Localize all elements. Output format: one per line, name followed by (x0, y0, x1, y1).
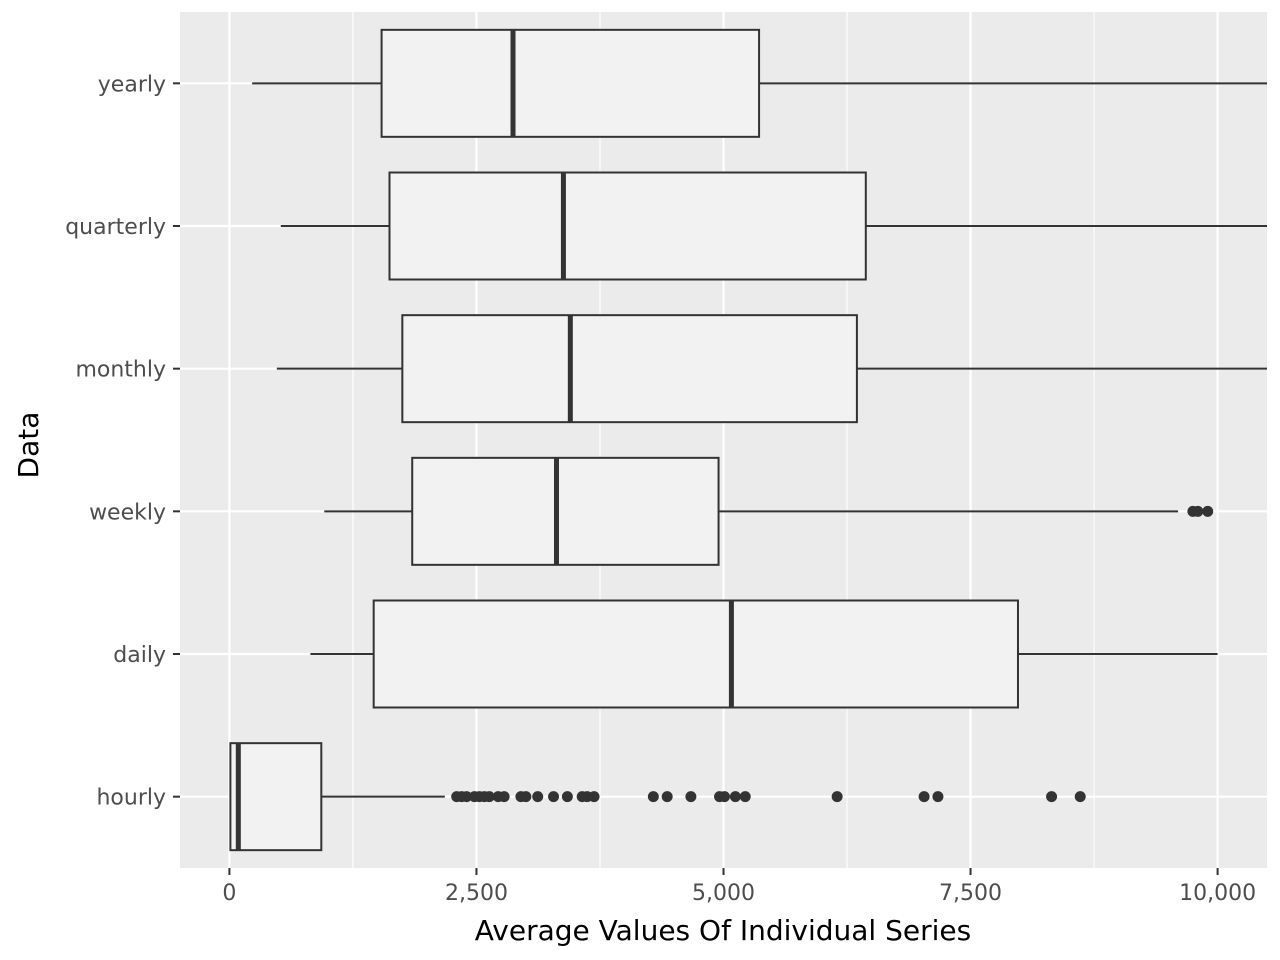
outlier-point (532, 791, 544, 803)
outlier-point (548, 791, 560, 803)
outlier-point (1074, 791, 1086, 803)
axes: yearly quarterly monthly weekly daily hourly 0… (65, 72, 1256, 906)
box-daily (310, 599, 1218, 709)
outlier-point (461, 791, 473, 803)
outlier-point (483, 791, 495, 803)
outlier-point (1046, 791, 1058, 803)
iqr-box-weekly (411, 456, 720, 566)
x-axis-title: Average Values Of Individual Series (475, 914, 971, 947)
outlier-point (498, 791, 510, 803)
x-tick-label: 5,000 (692, 881, 755, 906)
outlier-point (520, 791, 532, 803)
y-tick-label-daily: daily (113, 643, 166, 668)
iqr-box-yearly (380, 28, 761, 138)
outlier-point (932, 791, 944, 803)
outlier-point (729, 791, 741, 803)
outlier-point (647, 791, 659, 803)
x-tick-label: 0 (222, 881, 236, 906)
outlier-point (685, 791, 697, 803)
outlier-point (661, 791, 673, 803)
outlier-point (561, 791, 573, 803)
box-monthly (276, 314, 1267, 424)
y-axis-title: Data (12, 412, 45, 479)
iqr-box-hourly (229, 742, 323, 852)
y-tick-label-monthly: monthly (75, 358, 166, 383)
outlier-point (918, 791, 930, 803)
y-tick-label-hourly: hourly (96, 786, 166, 811)
outlier-point (718, 791, 730, 803)
iqr-box-quarterly (388, 171, 867, 281)
x-tick-label: 10,000 (1179, 881, 1256, 906)
outlier-point (831, 791, 843, 803)
outlier-point (739, 791, 751, 803)
iqr-box-monthly (401, 314, 858, 424)
x-tick-label: 7,500 (939, 881, 1002, 906)
box-yearly (252, 28, 1267, 138)
iqr-box-daily (372, 599, 1019, 709)
box-series (229, 28, 1267, 852)
box-quarterly (280, 171, 1267, 281)
y-tick-label-yearly: yearly (98, 72, 166, 97)
outlier-point (1192, 505, 1204, 517)
y-tick-label-weekly: weekly (89, 500, 166, 525)
x-tick-label: 2,500 (445, 881, 508, 906)
box-weekly (324, 456, 1214, 566)
outlier-point (588, 791, 600, 803)
outlier-point (1202, 505, 1214, 517)
y-tick-label-quarterly: quarterly (65, 215, 166, 240)
box-hourly (229, 742, 1086, 852)
